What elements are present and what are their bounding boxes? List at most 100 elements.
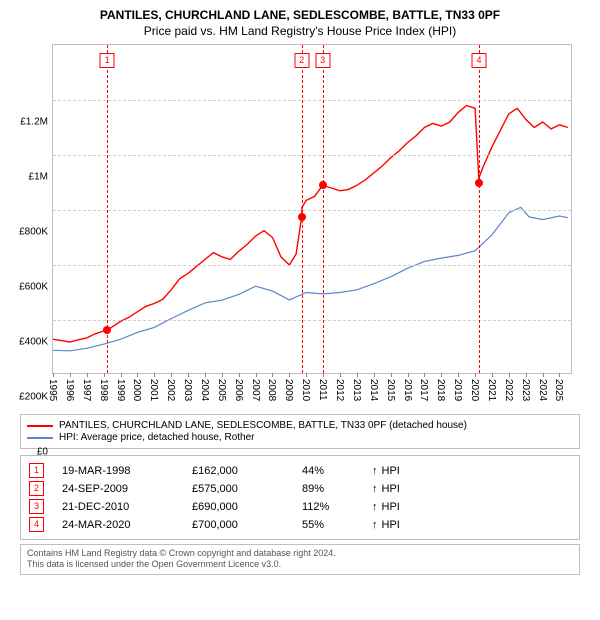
x-tick xyxy=(306,373,307,377)
y-tick-label: £1.2M xyxy=(20,117,48,128)
tx-suffix: HPI xyxy=(382,501,400,513)
marker-box: 4 xyxy=(471,53,486,68)
x-tick xyxy=(53,373,54,377)
title-block: PANTILES, CHURCHLAND LANE, SEDLESCOMBE, … xyxy=(8,8,592,38)
arrow-up-icon: ↑ xyxy=(372,501,378,513)
x-tick-label: 2019 xyxy=(452,379,463,401)
tx-index-box: 3 xyxy=(29,499,44,514)
sale-point xyxy=(475,179,483,187)
x-tick-label: 2018 xyxy=(435,379,446,401)
x-tick xyxy=(543,373,544,377)
transaction-row: 119-MAR-1998£162,00044%↑HPI xyxy=(29,463,571,478)
y-axis-labels: £0£200K£400K£600K£800K£1M£1.2M xyxy=(8,122,52,452)
marker-line xyxy=(107,45,108,373)
title-address: PANTILES, CHURCHLAND LANE, SEDLESCOMBE, … xyxy=(8,8,592,22)
x-tick-label: 1998 xyxy=(98,379,109,401)
gridline-h xyxy=(53,320,571,321)
gridline-h xyxy=(53,155,571,156)
x-tick xyxy=(121,373,122,377)
x-tick xyxy=(492,373,493,377)
x-tick xyxy=(374,373,375,377)
tx-price: £575,000 xyxy=(192,483,302,495)
tx-pct: 89% xyxy=(302,483,372,495)
tx-price: £690,000 xyxy=(192,501,302,513)
tx-date: 21-DEC-2010 xyxy=(62,501,192,513)
x-tick xyxy=(289,373,290,377)
legend-label: PANTILES, CHURCHLAND LANE, SEDLESCOMBE, … xyxy=(59,420,467,431)
x-tick xyxy=(171,373,172,377)
x-tick-label: 2022 xyxy=(503,379,514,401)
legend: PANTILES, CHURCHLAND LANE, SEDLESCOMBE, … xyxy=(20,414,580,449)
x-tick-label: 2004 xyxy=(199,379,210,401)
y-tick-label: £400K xyxy=(19,337,48,348)
sale-point xyxy=(319,181,327,189)
x-tick xyxy=(441,373,442,377)
y-tick-label: £0 xyxy=(37,447,48,458)
x-tick-label: 1999 xyxy=(115,379,126,401)
y-tick-label: £200K xyxy=(19,392,48,403)
x-tick xyxy=(104,373,105,377)
x-tick xyxy=(70,373,71,377)
arrow-up-icon: ↑ xyxy=(372,519,378,531)
attribution-footer: Contains HM Land Registry data © Crown c… xyxy=(20,544,580,575)
x-tick-label: 2002 xyxy=(165,379,176,401)
marker-box: 3 xyxy=(315,53,330,68)
x-tick-label: 1996 xyxy=(64,379,75,401)
legend-row: PANTILES, CHURCHLAND LANE, SEDLESCOMBE, … xyxy=(27,420,573,431)
x-tick xyxy=(391,373,392,377)
legend-row: HPI: Average price, detached house, Roth… xyxy=(27,432,573,443)
tx-pct: 55% xyxy=(302,519,372,531)
x-tick-label: 2015 xyxy=(385,379,396,401)
tx-suffix: HPI xyxy=(382,465,400,477)
tx-pct: 112% xyxy=(302,501,372,513)
x-tick-label: 2000 xyxy=(131,379,142,401)
x-tick xyxy=(509,373,510,377)
marker-line xyxy=(479,45,480,373)
title-subtitle: Price paid vs. HM Land Registry's House … xyxy=(8,24,592,38)
series-red xyxy=(53,106,568,343)
marker-box: 2 xyxy=(294,53,309,68)
arrow-up-icon: ↑ xyxy=(372,465,378,477)
tx-price: £162,000 xyxy=(192,465,302,477)
tx-pct: 44% xyxy=(302,465,372,477)
x-tick-label: 2009 xyxy=(283,379,294,401)
y-tick-label: £800K xyxy=(19,227,48,238)
marker-line xyxy=(302,45,303,373)
x-tick xyxy=(222,373,223,377)
sale-point xyxy=(103,326,111,334)
x-tick xyxy=(424,373,425,377)
x-tick-label: 2003 xyxy=(182,379,193,401)
x-tick xyxy=(526,373,527,377)
x-tick xyxy=(458,373,459,377)
x-tick-label: 1997 xyxy=(81,379,92,401)
tx-date: 24-SEP-2009 xyxy=(62,483,192,495)
transactions-table: 119-MAR-1998£162,00044%↑HPI224-SEP-2009£… xyxy=(20,455,580,540)
x-tick-label: 2011 xyxy=(317,379,328,401)
arrow-up-icon: ↑ xyxy=(372,483,378,495)
tx-index-box: 4 xyxy=(29,517,44,532)
tx-suffix: HPI xyxy=(382,483,400,495)
x-tick xyxy=(475,373,476,377)
x-tick xyxy=(323,373,324,377)
marker-box: 1 xyxy=(100,53,115,68)
x-tick-label: 2021 xyxy=(486,379,497,401)
tx-index-box: 1 xyxy=(29,463,44,478)
marker-line xyxy=(323,45,324,373)
x-tick xyxy=(408,373,409,377)
transaction-row: 2 24-SEP-2009£575,00089%↑ HPI xyxy=(29,481,571,496)
tx-price: £700,000 xyxy=(192,519,302,531)
x-tick-label: 2010 xyxy=(300,379,311,401)
x-tick-label: 2024 xyxy=(537,379,548,401)
x-tick xyxy=(272,373,273,377)
x-tick-label: 2012 xyxy=(334,379,345,401)
x-tick-label: 2020 xyxy=(469,379,480,401)
x-tick-label: 2007 xyxy=(250,379,261,401)
tx-index-box: 2 xyxy=(29,481,44,496)
x-tick-label: 2014 xyxy=(368,379,379,401)
transaction-row: 3 21-DEC-2010£690,000112%↑ HPI xyxy=(29,499,571,514)
transaction-row: 424-MAR-2020£700,00055%↑HPI xyxy=(29,517,571,532)
x-tick xyxy=(239,373,240,377)
x-tick xyxy=(559,373,560,377)
gridline-h xyxy=(53,265,571,266)
y-tick-label: £1M xyxy=(29,172,48,183)
